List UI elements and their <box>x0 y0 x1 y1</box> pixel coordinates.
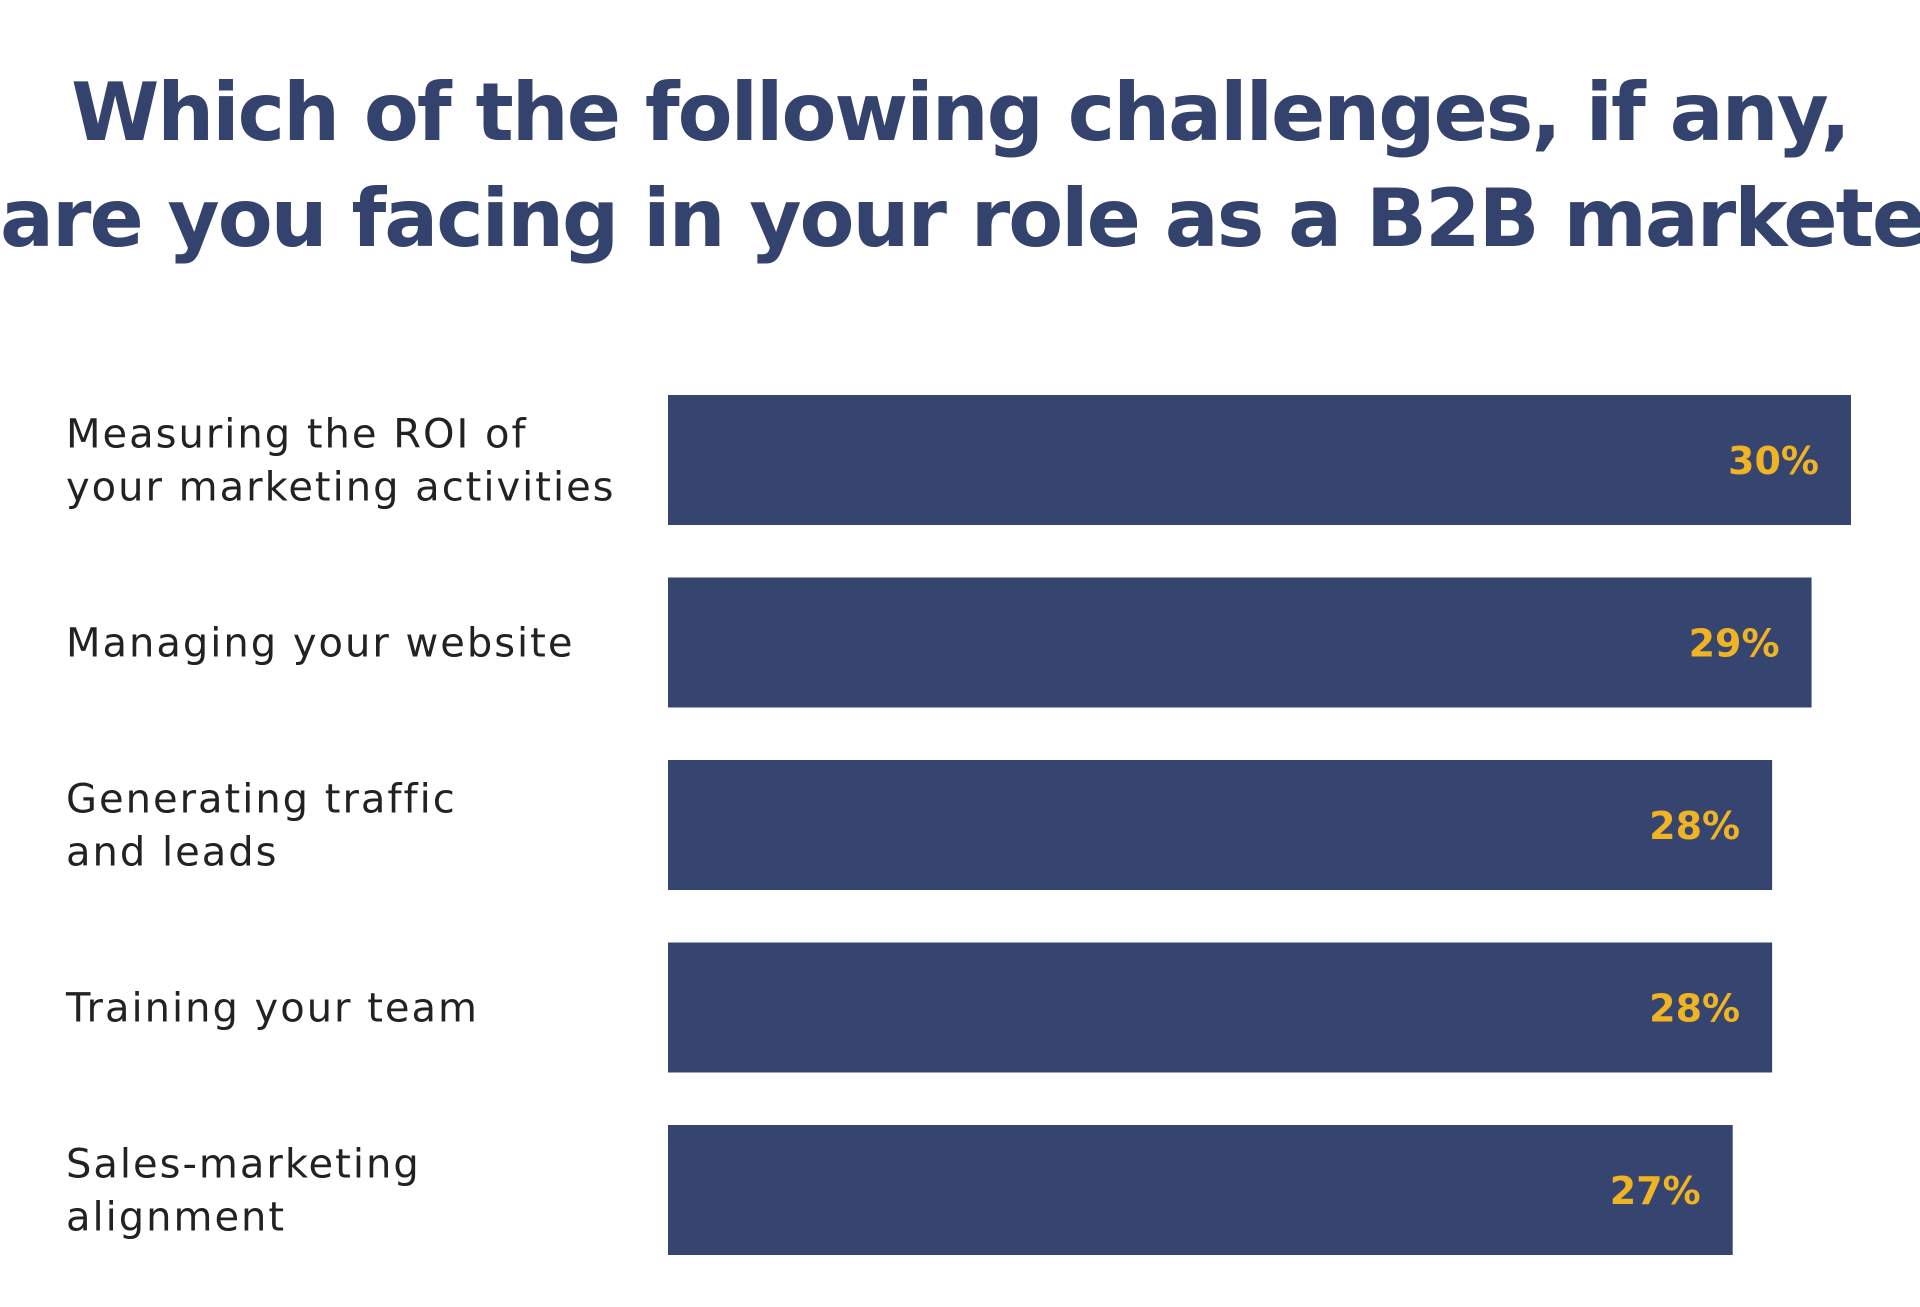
bar-1 <box>668 395 1851 525</box>
chart-title: Which of the following challenges, if an… <box>0 60 1920 272</box>
bar-2 <box>668 577 1812 708</box>
category-label-1-line-1: Measuring the ROI of <box>66 412 528 458</box>
category-label-3-line-1: Generating traffic <box>66 777 457 823</box>
value-label-5: 27% <box>1610 1169 1701 1213</box>
bar-4 <box>668 942 1773 1073</box>
category-label-3-line-2: and leads <box>66 830 278 876</box>
category-label-1-line-2: your marketing activities <box>66 465 616 511</box>
value-label-1: 30% <box>1728 439 1819 483</box>
bar-3 <box>668 760 1773 890</box>
chart-title-line-1: Which of the following challenges, if an… <box>71 66 1851 159</box>
value-label-2: 29% <box>1689 622 1780 666</box>
bar-5 <box>668 1125 1733 1255</box>
category-label-4: Training your team <box>65 986 479 1032</box>
category-label-5-line-1: Sales-marketing <box>66 1142 421 1188</box>
category-label-5-line-2: alignment <box>66 1195 286 1241</box>
value-label-4: 28% <box>1649 987 1740 1031</box>
category-label-2: Managing your website <box>66 621 574 667</box>
value-label-3: 28% <box>1649 804 1740 848</box>
chart-title-line-2: are you facing in your role as a B2B mar… <box>0 172 1920 265</box>
